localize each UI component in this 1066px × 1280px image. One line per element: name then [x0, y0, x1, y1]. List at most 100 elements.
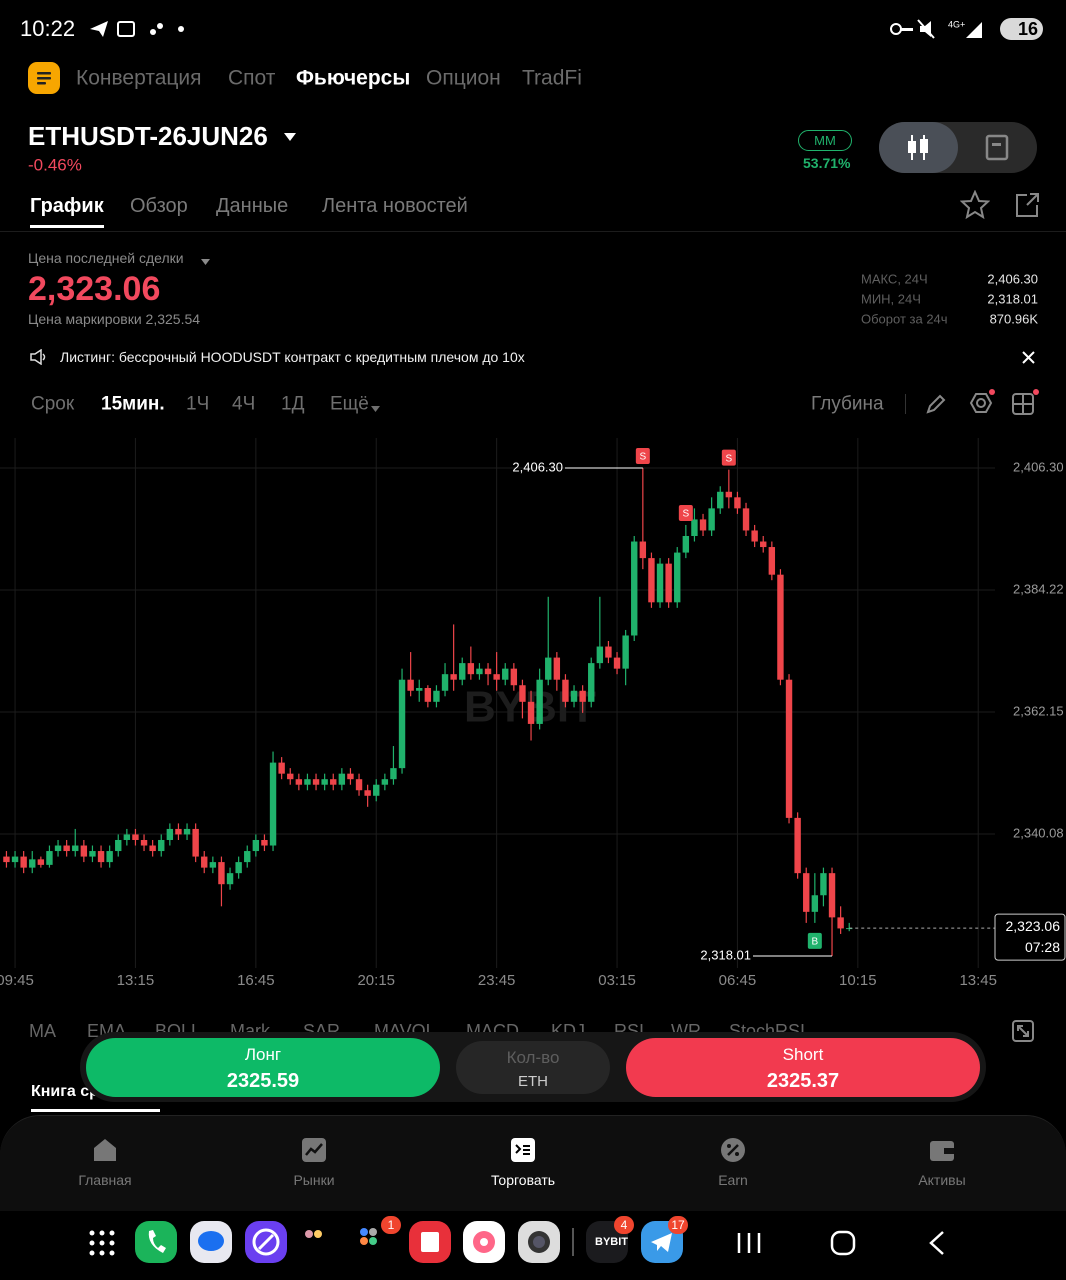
- candle-body: [674, 552, 681, 603]
- symbol-name[interactable]: ETHUSDT-26JUN26: [28, 121, 268, 151]
- top-tab[interactable]: Опцион: [426, 66, 501, 90]
- folder-app[interactable]: [358, 1226, 394, 1252]
- candle-body: [115, 839, 122, 852]
- messages-app[interactable]: [190, 1221, 232, 1263]
- order-book-tab[interactable]: Книга ср: [31, 1083, 99, 1100]
- top-tab[interactable]: Спот: [228, 66, 276, 90]
- nav-icon[interactable]: [300, 1136, 328, 1168]
- trade-marker: S: [678, 504, 693, 521]
- sub-tab[interactable]: График: [30, 195, 104, 217]
- nav-label[interactable]: Активы: [918, 1172, 966, 1188]
- candle-body: [244, 851, 251, 863]
- nav-icon[interactable]: [91, 1136, 119, 1168]
- marker-label: S: [725, 453, 732, 464]
- sub-tab-underline: [30, 225, 104, 228]
- draw-button[interactable]: [925, 393, 947, 419]
- candle-body: [631, 541, 638, 636]
- mm-value: 53.71%: [803, 155, 851, 171]
- favorite-button[interactable]: [959, 189, 991, 224]
- layout-button[interactable]: [1011, 388, 1041, 422]
- price-chart[interactable]: 09:45 13:15 16:45 20:15 23:45 03:15 06:45 10:15…: [0, 438, 1066, 998]
- candle-body: [321, 779, 328, 785]
- candle-body: [312, 779, 320, 785]
- recent-apps[interactable]: [736, 1231, 762, 1259]
- last-price-label: 2,323.06: [1006, 918, 1061, 934]
- candle-body: [20, 856, 27, 868]
- timeframe[interactable]: 4Ч: [232, 393, 256, 415]
- candle-body: [613, 657, 621, 669]
- nav-label[interactable]: Торговать: [490, 1172, 556, 1188]
- marker-label: S: [683, 509, 690, 520]
- y-tick-label: 2,340.08: [1013, 825, 1064, 840]
- photos-app[interactable]: [463, 1221, 505, 1263]
- candle-body: [106, 851, 113, 863]
- nav-label[interactable]: Рынки: [293, 1172, 335, 1188]
- candle-body: [742, 508, 750, 531]
- quantity-input[interactable]: Кол-во ETH: [456, 1041, 610, 1094]
- candle-body: [803, 873, 810, 912]
- dock-divider: [572, 1228, 574, 1256]
- nav-label[interactable]: Earn: [718, 1172, 748, 1188]
- last-price-dropdown[interactable]: [201, 254, 210, 270]
- notes-app[interactable]: [409, 1221, 451, 1263]
- top-tab[interactable]: TradFi: [522, 66, 582, 90]
- candle-body: [794, 817, 801, 874]
- candle-body: [416, 687, 423, 691]
- candle-body: [132, 834, 139, 840]
- share-button[interactable]: [1013, 191, 1041, 223]
- candle-body: [235, 862, 242, 874]
- home-button[interactable]: [830, 1230, 856, 1260]
- phone-app[interactable]: [135, 1221, 177, 1263]
- close-banner[interactable]: [1022, 351, 1035, 368]
- sub-tab[interactable]: Обзор: [130, 195, 188, 217]
- short-button[interactable]: Short 2325.37: [626, 1038, 980, 1097]
- nav-icon[interactable]: [928, 1136, 956, 1168]
- timeframe[interactable]: 1Д: [281, 393, 305, 415]
- fullscreen-button[interactable]: [1011, 1019, 1035, 1047]
- x-tick-label: 03:15: [598, 972, 636, 989]
- sub-tab[interactable]: Данные: [216, 195, 289, 217]
- nav-label[interactable]: Главная: [78, 1172, 132, 1188]
- candle-body: [183, 828, 191, 835]
- top-tab[interactable]: Фьючерсы: [296, 66, 411, 90]
- candle-body: [123, 834, 131, 840]
- announcement[interactable]: Листинг: бессрочный HOODUSDT контракт с …: [60, 349, 525, 365]
- candle-body: [424, 687, 432, 702]
- trade-marker: S: [721, 449, 736, 466]
- svg-text:4G+: 4G+: [948, 19, 965, 29]
- candle-body: [390, 768, 397, 780]
- long-button[interactable]: Лонг 2325.59: [86, 1038, 440, 1097]
- back-button[interactable]: [928, 1230, 946, 1260]
- timeframe[interactable]: 15мин.: [101, 393, 165, 415]
- y-tick-label: 2,362.15: [1013, 703, 1064, 718]
- candle-body: [209, 862, 217, 868]
- candle-body: [192, 828, 199, 857]
- candle-body: [510, 668, 518, 686]
- timeframe[interactable]: Ещё: [330, 393, 369, 415]
- candle-body: [347, 773, 354, 780]
- sub-tab[interactable]: Лента новостей: [322, 195, 468, 217]
- stat-label: МИН, 24Ч: [861, 291, 921, 307]
- candle-body: [605, 646, 612, 658]
- symbol-dropdown[interactable]: [283, 130, 297, 146]
- app-drawer[interactable]: [88, 1229, 116, 1261]
- short-price: 2325.37: [766, 1070, 840, 1092]
- nav-icon[interactable]: [509, 1136, 537, 1168]
- browser-app[interactable]: [245, 1221, 287, 1263]
- bottom-nav: [0, 1115, 1066, 1211]
- settings-button[interactable]: [967, 388, 997, 422]
- view-toggle[interactable]: [879, 122, 1037, 173]
- candle-body: [527, 701, 535, 724]
- order-book-underline: [31, 1109, 160, 1112]
- depth-button[interactable]: Глубина: [811, 393, 884, 415]
- menu-button[interactable]: [28, 62, 60, 94]
- top-tab[interactable]: Конвертация: [76, 66, 202, 90]
- candle-body: [166, 828, 174, 840]
- folder-small[interactable]: [304, 1229, 328, 1247]
- timeframe[interactable]: 1Ч: [186, 393, 210, 415]
- indicator[interactable]: MA: [29, 1021, 56, 1041]
- speaker-icon: [29, 348, 47, 369]
- candle-body: [476, 668, 483, 675]
- nav-icon[interactable]: [719, 1136, 747, 1168]
- camera-app[interactable]: [518, 1221, 560, 1263]
